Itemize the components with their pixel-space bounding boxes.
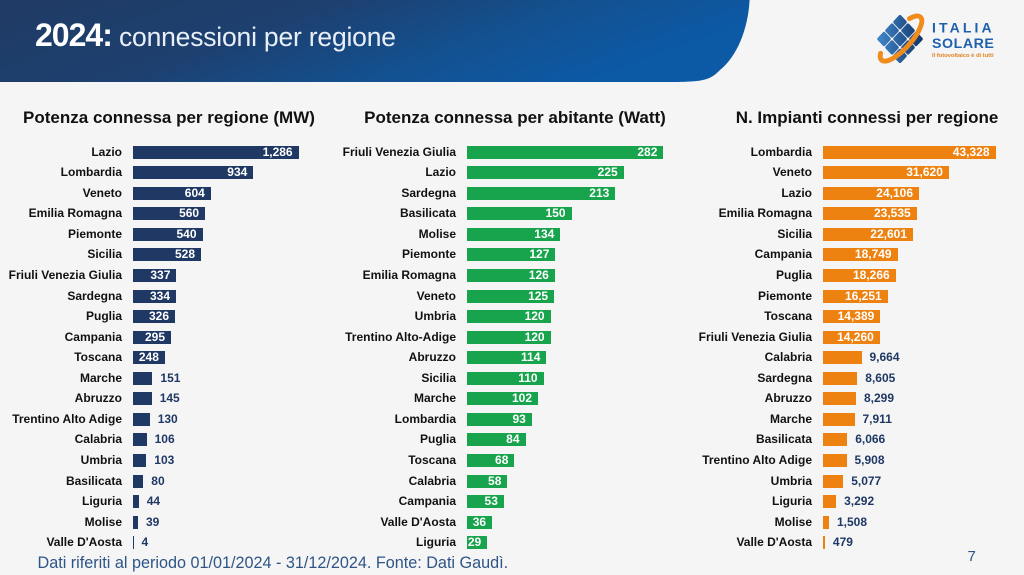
svg-text:SOLARE: SOLARE — [932, 36, 994, 52]
svg-text:Il fotovoltaico è di tutti: Il fotovoltaico è di tutti — [932, 53, 994, 59]
svg-text:ITALIA: ITALIA — [932, 19, 995, 35]
